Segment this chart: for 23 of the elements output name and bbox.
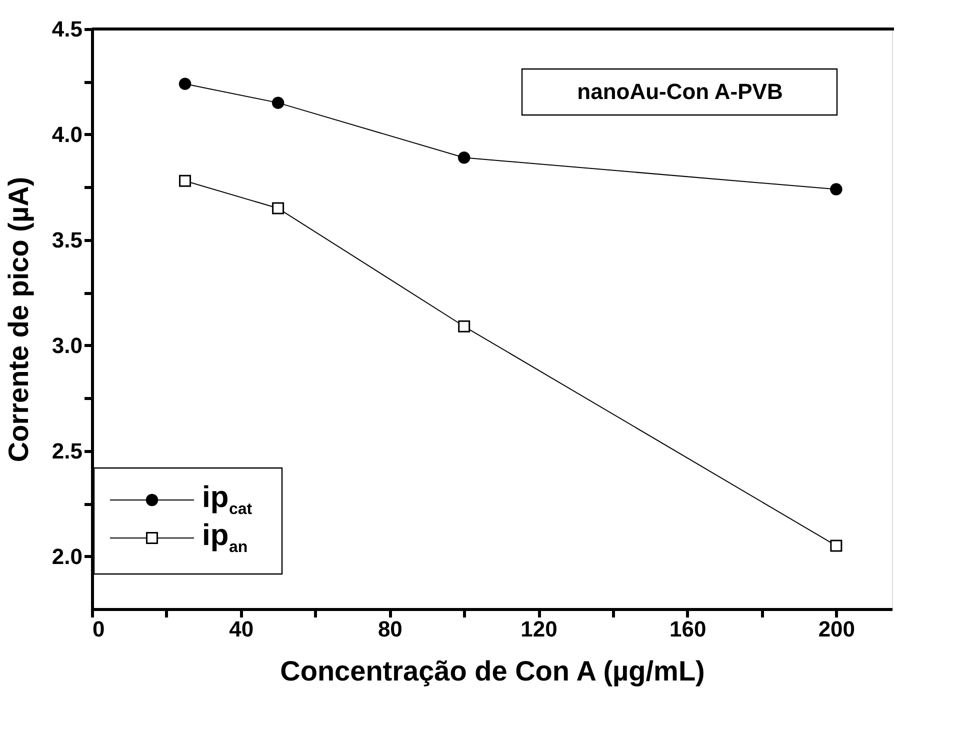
- x-tick-label: 160: [669, 616, 706, 642]
- x-tick-label: 120: [520, 616, 558, 642]
- x-tick-label: 200: [818, 616, 856, 642]
- point: [830, 540, 842, 552]
- point: [458, 320, 470, 332]
- x-tick-label: 0: [92, 616, 105, 642]
- x-tick-label: 80: [378, 616, 402, 642]
- point: [178, 78, 192, 90]
- y-tick-label: 4.5: [52, 16, 82, 42]
- y-tick-label: 2.5: [52, 438, 82, 464]
- y-tick-label: 3.0: [52, 332, 82, 358]
- x-axis-title: Concentração de Con A (µg/mL): [280, 656, 705, 686]
- annotation: nanoAu-Con A-PVB: [577, 79, 783, 104]
- point: [272, 202, 284, 214]
- point: [272, 96, 284, 109]
- point: [179, 174, 192, 187]
- point: [458, 152, 470, 164]
- y-tick-label: 3.5: [52, 227, 82, 252]
- point: [830, 183, 842, 196]
- y-axis-title: Corrente de pico (µA): [2, 176, 34, 462]
- y-tick-label: 2.0: [52, 544, 82, 569]
- x-tick-label: 40: [229, 616, 254, 642]
- y-tick-label: 4.0: [52, 122, 82, 147]
